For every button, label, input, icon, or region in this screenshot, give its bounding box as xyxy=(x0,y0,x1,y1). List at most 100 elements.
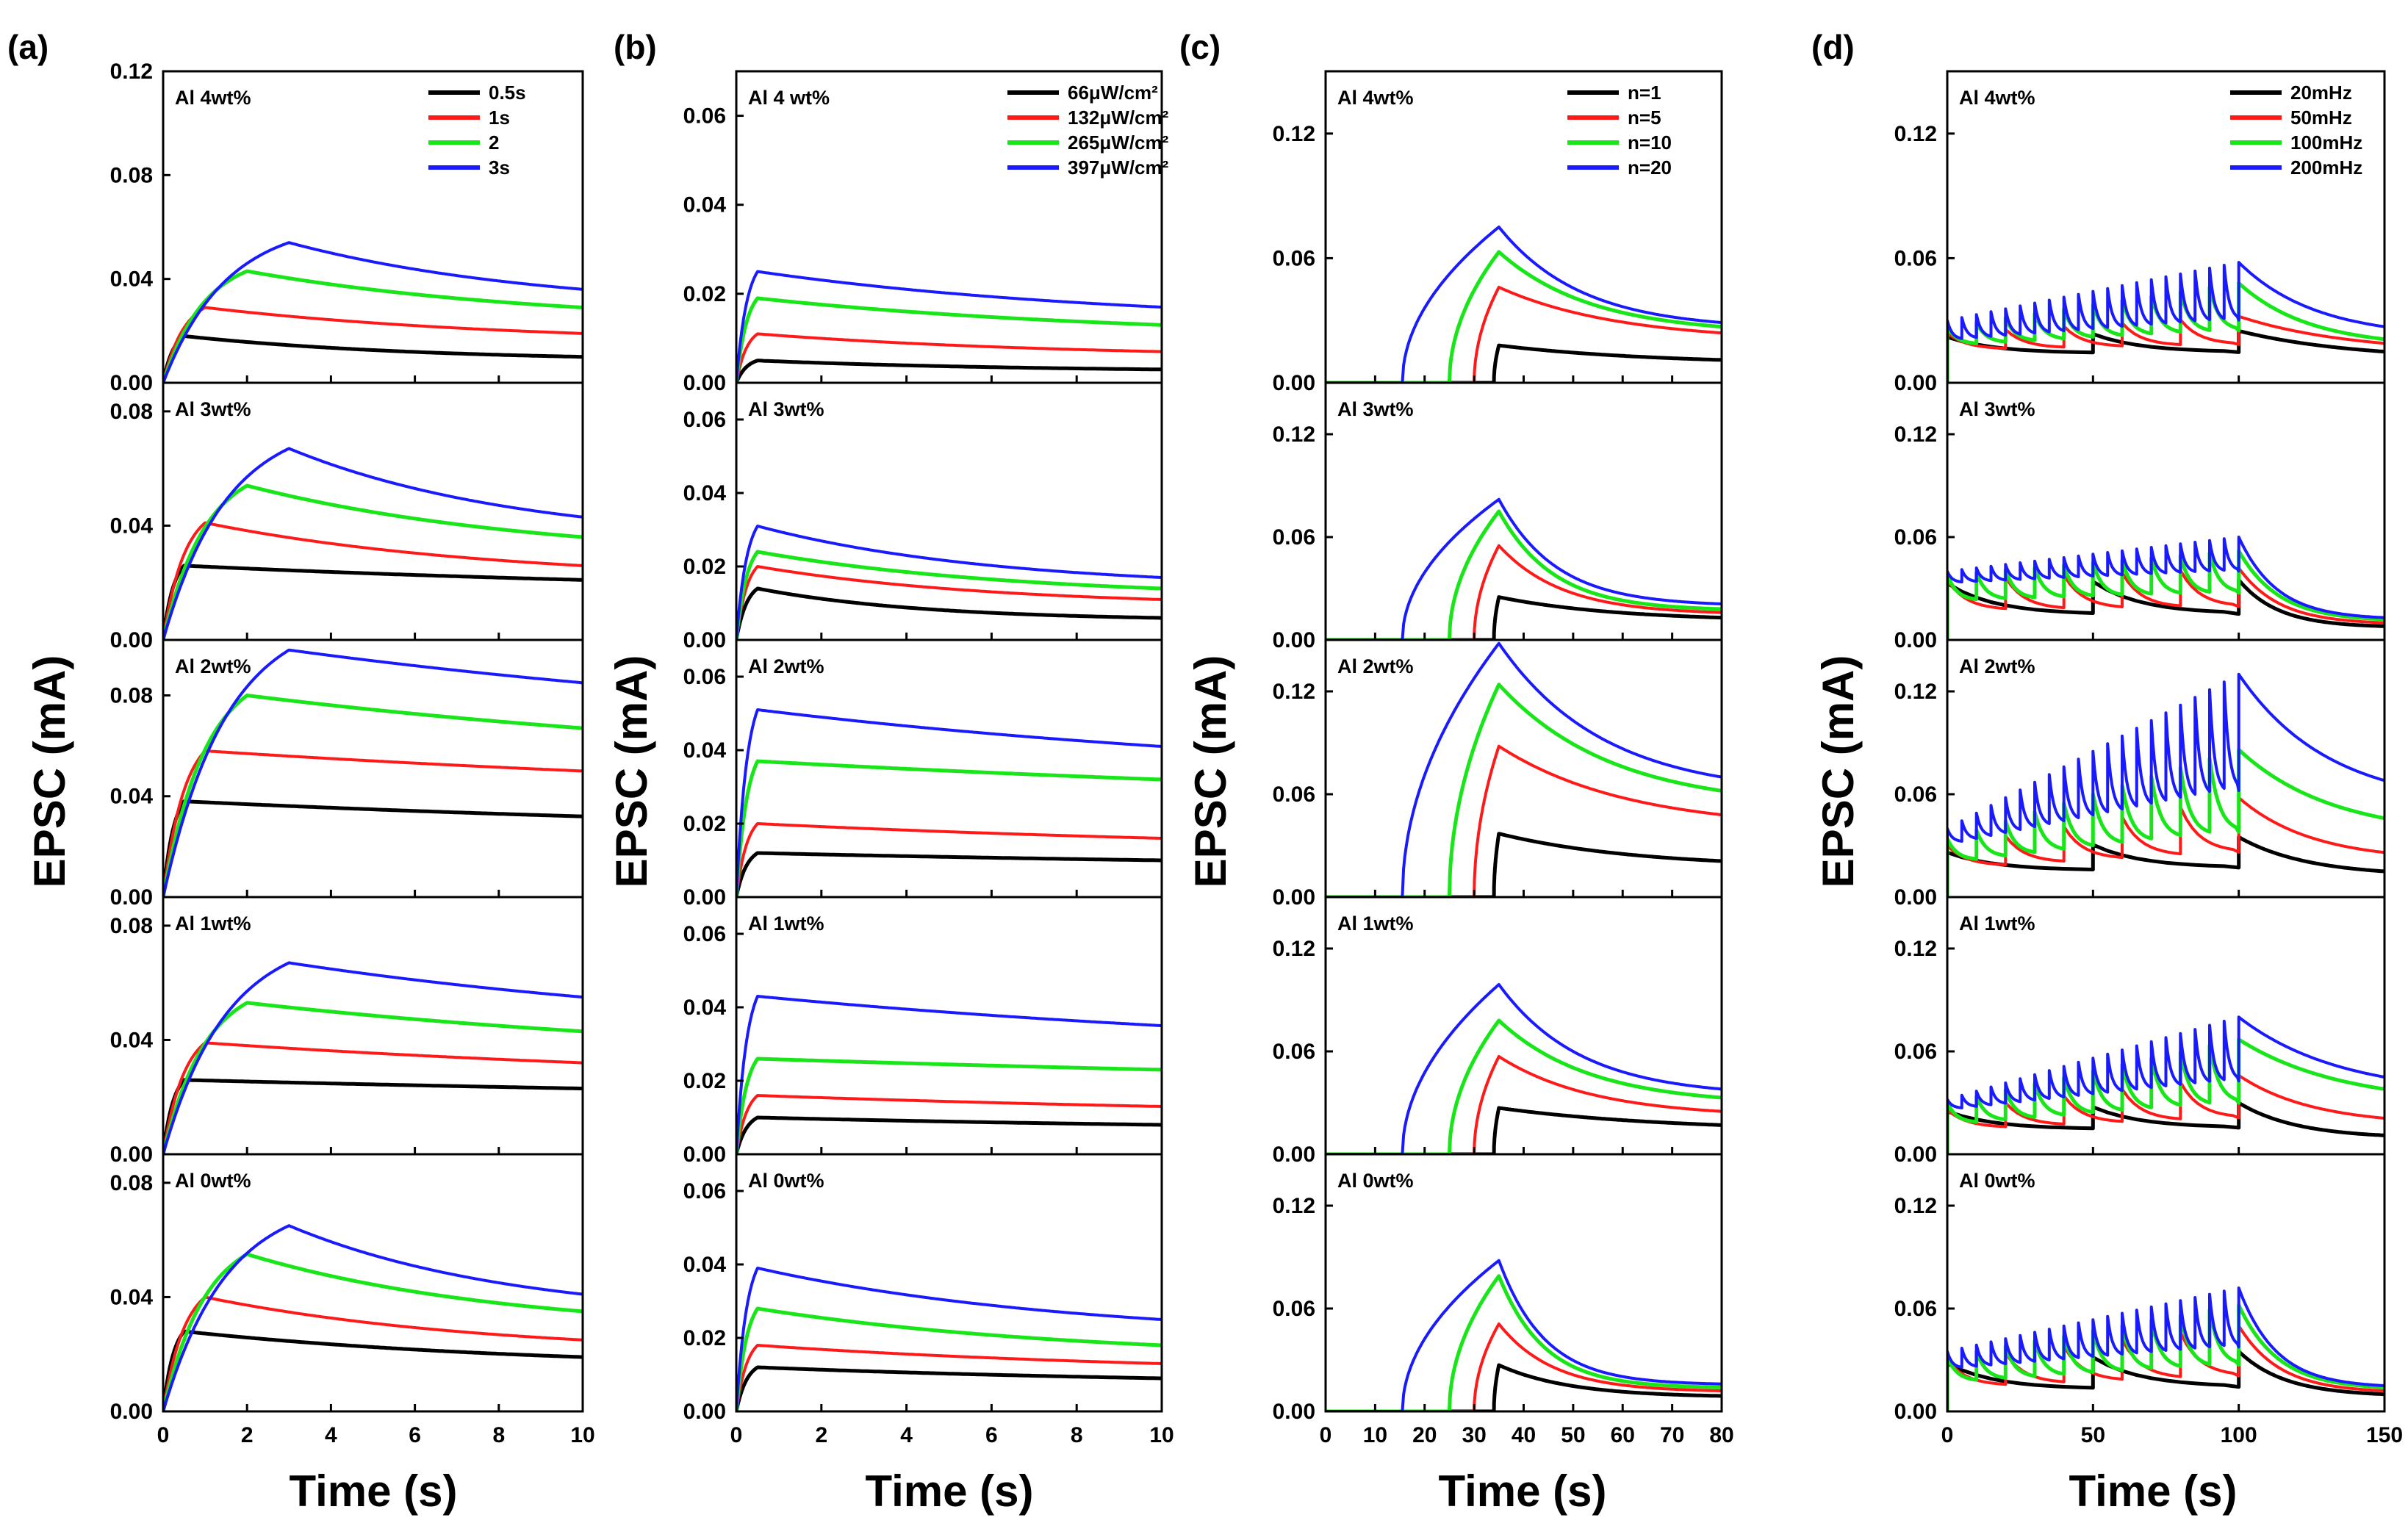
y-tick-label: 0.00 xyxy=(1273,628,1315,652)
legend-label: 265μW/cm² xyxy=(1068,132,1169,154)
x-tick-label: 6 xyxy=(409,1423,421,1447)
series-line-2 xyxy=(1326,744,1722,897)
y-tick-label: 0.06 xyxy=(683,665,726,689)
series-group xyxy=(1326,497,1722,640)
series-line-1 xyxy=(163,334,583,383)
series-line-2 xyxy=(736,1344,1162,1411)
series-line-4 xyxy=(1326,497,1722,640)
y-tick-label: 0.08 xyxy=(110,1171,153,1195)
series-group xyxy=(1947,672,2384,897)
subplot-a-1: 0.00 0.04 0.08 0.12 Al 4wt% 0.5s 1s 23s xyxy=(110,60,584,395)
y-tick-label: 0.06 xyxy=(1894,1297,1937,1321)
series-line-4 xyxy=(1947,261,2384,383)
subplot-b-2: 0.00 0.02 0.04 0.06 Al 3wt% xyxy=(683,381,1163,652)
series-line-4 xyxy=(163,447,583,640)
series-group xyxy=(736,708,1162,897)
series-line-1 xyxy=(1326,595,1722,640)
y-tick-label: 0.00 xyxy=(683,885,726,910)
subplot-frame xyxy=(162,70,584,384)
y-tick-label: 0.06 xyxy=(1273,782,1315,807)
series-line-1 xyxy=(1947,577,2384,640)
x-tick-label: 0 xyxy=(730,1423,743,1447)
series-line-3 xyxy=(1326,683,1722,897)
series-line-4 xyxy=(1326,983,1722,1154)
legend-label: 2 xyxy=(489,132,499,154)
subplot-c-5: 0.00 0.06 0.12 Al 0wt% xyxy=(1273,1153,1723,1424)
series-line-4 xyxy=(736,1267,1162,1411)
series-line-3 xyxy=(1326,1018,1722,1154)
legend-label: 3s xyxy=(489,156,510,179)
y-tick-label: 0.04 xyxy=(683,1253,727,1277)
y-tick-label: 0.12 xyxy=(1273,1194,1315,1218)
y-tick-label: 0.00 xyxy=(1894,628,1937,652)
series-line-2 xyxy=(1326,1055,1722,1154)
series-line-1 xyxy=(163,564,583,640)
series-line-3 xyxy=(163,269,583,383)
subplot-label: Al 3wt% xyxy=(748,398,824,420)
y-tick-label: 0.04 xyxy=(683,738,727,763)
subplot-a-5: 0.00 0.04 0.08 Al 0wt% xyxy=(110,1153,584,1424)
series-line-2 xyxy=(1326,1322,1722,1411)
x-tick-label: 50 xyxy=(1561,1423,1585,1447)
subplot-d-4: 0.00 0.06 0.12 Al 1wt% xyxy=(1894,896,2386,1167)
subplot-c-1: 0.00 0.06 0.12 Al 4wt% n=1 n=5 n=10n=20 xyxy=(1273,70,1723,395)
legend-label: n=5 xyxy=(1628,107,1661,129)
series-line-1 xyxy=(736,359,1162,383)
x-tick-label: 8 xyxy=(492,1423,505,1447)
panel-a-xlabel: Time (s) xyxy=(290,1466,458,1516)
panel-c-ylabel: EPSC (mA) xyxy=(1186,655,1235,888)
series-line-1 xyxy=(1947,835,2384,897)
subplot-b-3: 0.00 0.02 0.04 0.06 Al 2wt% xyxy=(683,638,1163,910)
series-group xyxy=(736,270,1162,383)
series-line-3 xyxy=(1947,1037,2384,1154)
x-tick-label: 10 xyxy=(1363,1423,1387,1447)
legend-label: 200mHz xyxy=(2290,156,2362,179)
panel-d-xlabel: Time (s) xyxy=(2069,1466,2238,1516)
subplot-c-2: 0.00 0.06 0.12 Al 3wt% xyxy=(1273,381,1723,652)
subplot-frame xyxy=(1324,70,1723,384)
y-tick-label: 0.00 xyxy=(1273,1142,1315,1167)
panel-c-xlabel: Time (s) xyxy=(1439,1466,1607,1516)
subplot-frame xyxy=(1324,896,1723,1156)
y-tick-label: 0.04 xyxy=(110,785,154,809)
series-line-4 xyxy=(736,995,1162,1154)
series-line-1 xyxy=(736,851,1162,897)
x-tick-label: 0 xyxy=(1320,1423,1332,1447)
subplot-label: Al 2wt% xyxy=(175,655,251,677)
subplot-frame xyxy=(735,1153,1163,1413)
y-tick-label: 0.04 xyxy=(110,514,154,538)
y-tick-label: 0.00 xyxy=(110,371,153,395)
y-tick-label: 0.00 xyxy=(1273,1400,1315,1424)
x-tick-label: 0 xyxy=(157,1423,170,1447)
series-line-3 xyxy=(736,1306,1162,1411)
subplot-label: Al 2wt% xyxy=(1337,655,1414,677)
subplot-d-2: 0.00 0.06 0.12 Al 3wt% xyxy=(1894,381,2386,652)
y-tick-label: 0.02 xyxy=(683,812,726,836)
legend-label: 20mHz xyxy=(2290,82,2352,104)
subplot-c-4: 0.00 0.06 0.12 Al 1wt% xyxy=(1273,896,1723,1167)
series-group xyxy=(1326,1259,1722,1411)
x-tick-label: 4 xyxy=(325,1423,337,1447)
x-tick-label: 2 xyxy=(815,1423,827,1447)
series-group xyxy=(736,525,1162,640)
series-line-4 xyxy=(1947,536,2384,640)
series-group xyxy=(1326,226,1722,383)
y-tick-label: 0.04 xyxy=(110,1285,154,1309)
x-tick-label: 80 xyxy=(1709,1423,1733,1447)
series-line-2 xyxy=(163,1295,583,1411)
series-line-4 xyxy=(1947,672,2384,897)
series-line-4 xyxy=(736,525,1162,640)
legend-label: 132μW/cm² xyxy=(1068,107,1169,129)
y-tick-label: 0.06 xyxy=(1894,782,1937,807)
legend-label: n=1 xyxy=(1628,82,1661,104)
series-line-1 xyxy=(736,1365,1162,1411)
y-tick-label: 0.00 xyxy=(1894,371,1937,395)
y-tick-label: 0.00 xyxy=(110,1400,153,1424)
y-tick-label: 0.00 xyxy=(1894,1400,1937,1424)
y-tick-label: 0.06 xyxy=(683,1179,726,1203)
subplot-label: Al 0wt% xyxy=(1337,1170,1414,1192)
series-line-4 xyxy=(163,648,583,897)
